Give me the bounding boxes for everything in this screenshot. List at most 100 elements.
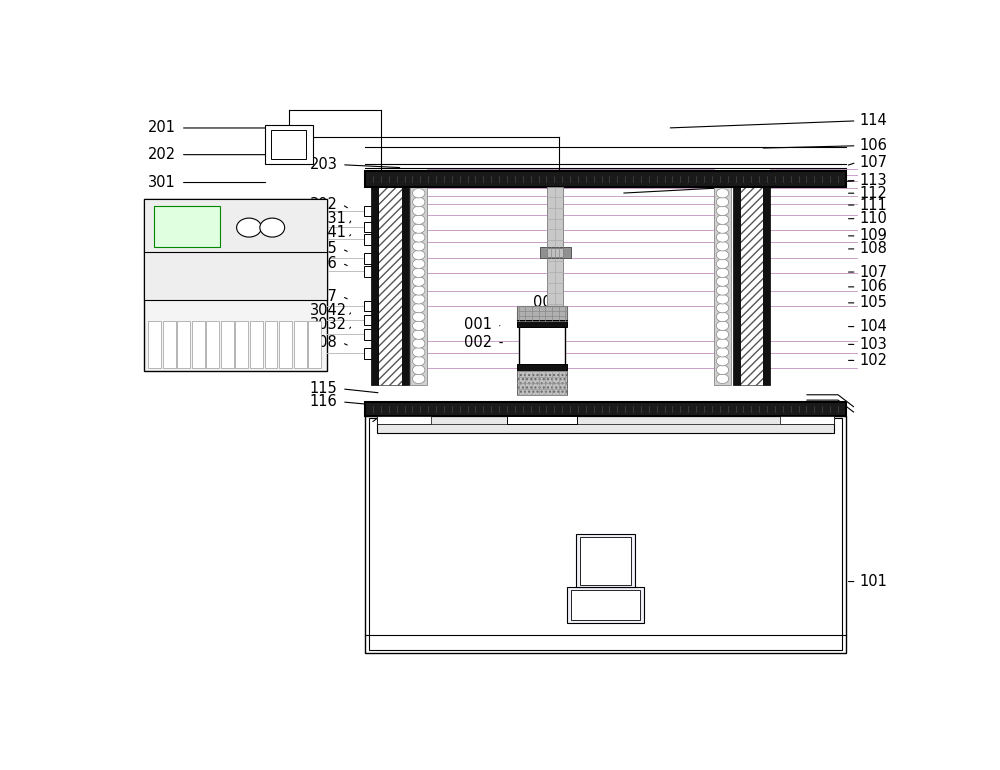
Circle shape: [716, 215, 729, 224]
Text: 005: 005: [533, 309, 561, 324]
Text: 106: 106: [860, 280, 888, 294]
Bar: [364, 222, 378, 233]
Text: 307: 307: [309, 289, 337, 304]
Circle shape: [413, 339, 425, 348]
Bar: [517, 306, 567, 320]
Circle shape: [716, 250, 729, 259]
Circle shape: [716, 312, 729, 322]
Bar: [365, 403, 846, 416]
Circle shape: [413, 347, 425, 357]
Circle shape: [237, 218, 261, 237]
Circle shape: [413, 206, 425, 216]
Text: 107: 107: [860, 155, 888, 170]
Bar: [763, 187, 770, 385]
Text: 103: 103: [860, 337, 887, 352]
Circle shape: [413, 233, 425, 242]
Text: 3042: 3042: [309, 303, 347, 318]
Bar: [364, 315, 378, 326]
Text: 3032: 3032: [309, 317, 346, 333]
Bar: [364, 234, 378, 245]
Circle shape: [413, 250, 425, 259]
Text: 109: 109: [860, 229, 888, 243]
Bar: [308, 320, 321, 368]
Circle shape: [716, 339, 729, 348]
Bar: [540, 246, 571, 259]
Bar: [364, 266, 378, 276]
Circle shape: [716, 365, 729, 375]
Circle shape: [413, 259, 425, 269]
Bar: [364, 300, 378, 311]
Text: 301: 301: [148, 175, 176, 190]
Text: 308: 308: [309, 335, 337, 350]
Circle shape: [716, 242, 729, 251]
Bar: [378, 187, 402, 385]
Text: 111: 111: [860, 198, 887, 213]
Text: 107: 107: [860, 265, 888, 280]
Text: 202: 202: [148, 147, 176, 162]
Text: 203: 203: [309, 157, 337, 172]
Circle shape: [716, 206, 729, 216]
Circle shape: [716, 330, 729, 340]
Text: 115: 115: [309, 381, 337, 397]
Bar: [740, 187, 763, 385]
Text: 106: 106: [860, 139, 888, 153]
Bar: [402, 187, 409, 385]
Text: 3041: 3041: [309, 225, 346, 239]
Text: 006: 006: [533, 332, 561, 347]
Circle shape: [413, 189, 425, 198]
Text: 002: 002: [464, 335, 493, 350]
Circle shape: [716, 294, 729, 304]
Circle shape: [413, 374, 425, 383]
Bar: [580, 537, 631, 584]
Bar: [733, 187, 740, 385]
Bar: [410, 187, 427, 385]
Circle shape: [413, 330, 425, 340]
Bar: [235, 320, 248, 368]
Text: 3031: 3031: [309, 211, 346, 226]
Circle shape: [716, 286, 729, 295]
Bar: [294, 320, 307, 368]
Bar: [221, 320, 234, 368]
Circle shape: [716, 189, 729, 198]
Bar: [369, 418, 842, 650]
Bar: [177, 320, 190, 368]
Circle shape: [716, 321, 729, 330]
Circle shape: [716, 259, 729, 269]
Bar: [714, 187, 731, 385]
Bar: [364, 253, 378, 264]
Bar: [571, 591, 640, 620]
Bar: [271, 130, 306, 159]
Circle shape: [260, 218, 285, 237]
Text: 112: 112: [860, 186, 888, 201]
Circle shape: [413, 215, 425, 224]
Bar: [377, 416, 431, 424]
Circle shape: [413, 242, 425, 251]
Circle shape: [413, 312, 425, 322]
Text: 306: 306: [309, 256, 337, 271]
Text: 108: 108: [860, 242, 888, 256]
Bar: [364, 329, 378, 340]
Bar: [576, 534, 635, 588]
Bar: [371, 187, 378, 385]
Circle shape: [716, 224, 729, 233]
Bar: [250, 320, 263, 368]
Bar: [144, 199, 326, 300]
Circle shape: [716, 233, 729, 242]
Text: 102: 102: [860, 353, 888, 368]
Bar: [365, 416, 846, 653]
Circle shape: [716, 268, 729, 277]
Circle shape: [413, 294, 425, 304]
Bar: [264, 320, 277, 368]
Circle shape: [716, 303, 729, 313]
Circle shape: [413, 286, 425, 295]
Bar: [517, 364, 567, 371]
Text: 305: 305: [309, 242, 337, 256]
Circle shape: [413, 277, 425, 286]
Text: 116: 116: [309, 394, 337, 410]
Bar: [567, 588, 644, 623]
Bar: [364, 206, 378, 216]
Text: 003: 003: [533, 296, 561, 310]
Circle shape: [716, 357, 729, 366]
Circle shape: [413, 365, 425, 375]
Text: 114: 114: [860, 113, 887, 129]
